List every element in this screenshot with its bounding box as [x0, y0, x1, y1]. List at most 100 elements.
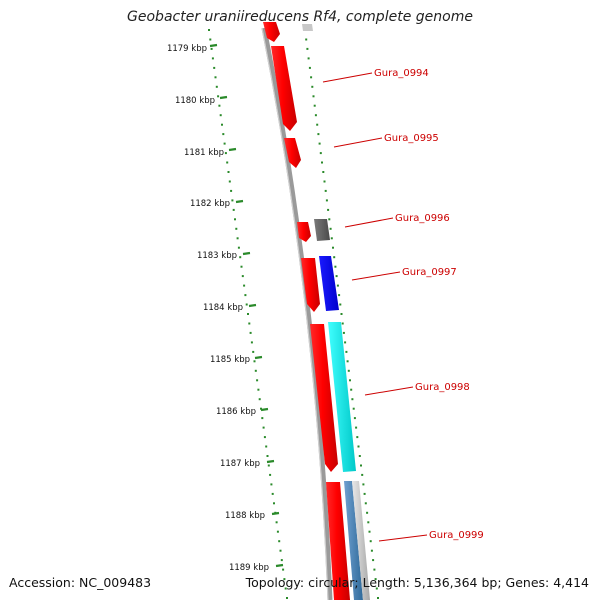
scale-dot — [209, 38, 212, 41]
scale-dot — [374, 578, 377, 581]
tick-label: 1184 kbp — [203, 303, 243, 313]
gene-label-gura-0998: Gura_0998 — [415, 382, 470, 393]
scale-dot — [252, 350, 255, 353]
scale-dot — [363, 492, 366, 495]
scale-dot — [372, 559, 375, 562]
scale-dot — [373, 568, 376, 571]
scale-dot — [221, 123, 223, 126]
scale-dot — [275, 521, 278, 524]
scale-dot — [322, 171, 325, 173]
scale-dot — [349, 379, 351, 382]
scale-dot — [328, 218, 331, 221]
scale-dot — [346, 360, 349, 363]
scale-dot — [257, 388, 260, 391]
scale-dot — [323, 180, 326, 183]
scale-dot — [353, 417, 356, 420]
scale-dot — [243, 284, 246, 287]
genome-backbone-highlight — [261, 27, 329, 600]
gene-label-gura-0994: Gura_0994 — [374, 68, 429, 79]
scale-dot — [260, 407, 262, 410]
tick-mark — [275, 563, 284, 568]
scale-dot — [214, 76, 217, 79]
leader-line — [378, 534, 428, 542]
scale-dot — [232, 208, 235, 211]
scale-dot — [265, 445, 268, 448]
scale-dot — [318, 142, 321, 145]
scale-dot — [338, 294, 341, 297]
tick-mark — [271, 511, 280, 516]
scale-dot — [248, 322, 251, 325]
scale-dot — [213, 66, 216, 69]
tick-mark — [254, 355, 263, 360]
scale-dot — [283, 578, 286, 581]
scale-dot — [350, 388, 353, 391]
scale-dot — [244, 294, 247, 297]
scale-dot — [222, 133, 225, 136]
scale-dot — [344, 341, 347, 344]
scale-dot — [211, 57, 214, 60]
scale-dot — [369, 540, 372, 543]
scale-dot — [240, 265, 243, 268]
gene-arrow-gura-0995 — [284, 138, 301, 168]
gene-arrow-gura-0994 — [271, 46, 297, 131]
scale-dot — [310, 76, 313, 79]
scale-dot — [267, 464, 270, 467]
scale-dot — [316, 123, 319, 126]
map-title: Geobacter uraniireducens Rf4, complete g… — [127, 9, 473, 25]
gene-arrow-gura-0999-steel — [344, 481, 363, 600]
scale-dot — [358, 455, 361, 457]
scale-dot — [273, 502, 275, 505]
tick-label: 1187 kbp — [220, 459, 260, 469]
scale-dot — [351, 398, 354, 401]
genome-stats-text: Topology: circular; Length: 5,136,364 bp… — [245, 575, 589, 590]
accession-text: Accession: NC_009483 — [9, 575, 152, 590]
scale-dot — [236, 237, 239, 240]
gene-arrow-gura-0999-red — [326, 482, 350, 600]
scale-dot — [231, 199, 234, 202]
gene-arrow-gura-0996-red — [297, 222, 311, 242]
scale-dot — [335, 275, 338, 278]
gene-arrow-gura-0997-blue — [319, 256, 339, 311]
gene-label-gura-0996: Gura_0996 — [395, 213, 450, 224]
scale-track-inner — [208, 29, 288, 599]
scale-dot — [249, 331, 252, 334]
scale-dot — [226, 161, 229, 164]
scale-dot — [357, 445, 360, 448]
scale-dot — [321, 161, 323, 164]
leader-line — [351, 271, 401, 281]
scale-dot — [235, 227, 238, 230]
scale-dot — [262, 426, 265, 429]
scale-dot — [245, 303, 248, 306]
scale-dot — [263, 436, 266, 439]
scale-dot — [276, 530, 279, 533]
scale-dot — [306, 47, 309, 50]
scale-dot — [355, 426, 358, 429]
scale-dot — [234, 218, 236, 221]
tick-mark — [260, 407, 269, 412]
tick-label: 1186 kbp — [216, 407, 256, 417]
gene-arrow-partial-top-right — [302, 24, 313, 31]
scale-dot — [253, 360, 256, 363]
scale-dot — [279, 549, 282, 552]
tick-label: 1181 kbp — [184, 148, 224, 158]
scale-track-outer — [304, 29, 379, 599]
kbp-ticks: 1179 kbp 1180 kbp 1181 kbp 1182 kbp 1183… — [167, 43, 284, 573]
scale-dot — [210, 47, 213, 50]
scale-dot — [341, 322, 344, 325]
genome-backbone — [261, 27, 333, 600]
scale-dot — [317, 133, 320, 136]
scale-dot — [329, 227, 332, 230]
scale-dot — [241, 275, 244, 278]
scale-dot — [332, 246, 334, 249]
scale-dot — [227, 171, 230, 173]
scale-dot — [278, 540, 281, 543]
scale-dot — [336, 284, 339, 287]
scale-dot — [269, 473, 272, 476]
scale-dot — [271, 492, 274, 495]
gene-label-gura-0995: Gura_0995 — [384, 133, 439, 144]
scale-dot — [247, 313, 249, 315]
gene-label-gura-0997: Gura_0997 — [402, 267, 457, 278]
scale-dot — [339, 303, 342, 306]
scale-dot — [305, 38, 308, 41]
